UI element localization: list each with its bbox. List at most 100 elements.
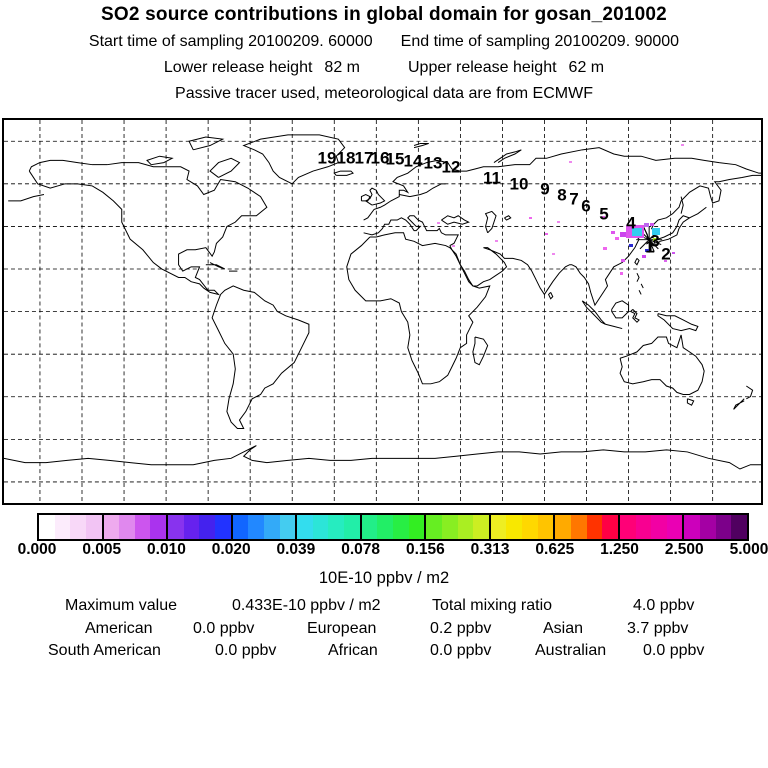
colorbar-cell <box>586 515 603 539</box>
colorbar-cell <box>215 515 231 539</box>
coastline <box>146 155 174 166</box>
trajectory-hour-label: 16 <box>370 148 390 168</box>
colorbar-cell <box>54 515 71 539</box>
plume-cell <box>642 255 646 258</box>
total-mixing-ratio-label: Total mixing ratio <box>432 597 553 614</box>
asian-value: 3.7 ppbv <box>627 620 689 637</box>
plume-cell <box>620 232 626 237</box>
colorbar-tick-label: 0.156 <box>405 541 445 558</box>
sampling-times-line: Start time of sampling 20100209. 60000 En… <box>0 34 768 50</box>
colorbar-cell <box>312 515 329 539</box>
plume-cell <box>552 253 555 255</box>
plume-cell <box>545 233 548 235</box>
coastline <box>363 147 761 221</box>
coastline <box>360 193 371 202</box>
trajectory-hour-label: 15 <box>385 149 405 169</box>
colorbar-segment <box>617 515 683 539</box>
plume-cell <box>603 247 607 250</box>
trajectory-hour-label: 2 <box>661 244 671 264</box>
colorbar-tick-label: 0.000 <box>17 541 57 558</box>
coastline <box>680 196 684 214</box>
colorbar-segment <box>424 515 489 539</box>
plume-cell <box>615 237 619 240</box>
upper-release-label: Upper release height <box>408 59 557 76</box>
colorbar-cell <box>602 515 618 539</box>
coastline <box>605 323 623 330</box>
colorbar-tick-label: 2.500 <box>664 541 704 558</box>
coastline <box>449 174 761 307</box>
colorbar-cell <box>700 515 716 539</box>
plume-cell <box>645 249 649 252</box>
colorbar-cell <box>537 515 554 539</box>
colorbar-cell <box>490 515 507 539</box>
world-map-svg <box>4 120 761 503</box>
colorbar-tick-label: 0.313 <box>470 541 510 558</box>
colorbar-cell <box>297 515 313 539</box>
plume-cell <box>632 228 642 236</box>
trajectory-hour-label: 14 <box>403 151 423 171</box>
coastline <box>4 445 761 470</box>
upper-release-value: 62 m <box>568 59 605 76</box>
colorbar-cell <box>70 515 86 539</box>
colorbar-segment <box>682 515 748 539</box>
coastline <box>504 215 512 221</box>
coastline <box>493 149 522 164</box>
colorbar-cell <box>635 515 652 539</box>
australian-label: Australian <box>535 642 607 659</box>
coastline <box>472 336 489 366</box>
colorbar-tick-label: 0.020 <box>211 541 251 558</box>
lower-release-label: Lower release height <box>163 59 313 76</box>
south-american-value: 0.0 ppbv <box>215 642 277 659</box>
colorbar-segment <box>295 515 360 539</box>
trajectory-hour-label: 13 <box>423 153 443 173</box>
colorbar-cell <box>134 515 151 539</box>
colorbar-tick-label: 0.010 <box>147 541 186 558</box>
trajectory-hour-label: 8 <box>557 185 567 205</box>
plume-cell <box>681 144 684 146</box>
plume-cell <box>652 228 660 235</box>
colorbar-cell <box>426 515 442 539</box>
colorbar-cell <box>666 515 683 539</box>
coastline <box>209 157 241 178</box>
african-label: African <box>328 642 378 659</box>
colorbar-cell <box>85 515 102 539</box>
colorbar-segment <box>488 515 554 539</box>
trajectory-hour-label: 3 <box>650 231 660 251</box>
colorbar-cell <box>555 515 572 539</box>
european-value: 0.2 ppbv <box>430 620 492 637</box>
plume-cell <box>672 252 675 254</box>
coastline <box>640 283 644 289</box>
colorbar-cell <box>344 515 360 539</box>
trajectory-hour-label: 19 <box>317 148 337 168</box>
plume-cell <box>629 244 633 247</box>
coastline <box>188 136 225 151</box>
plume-cell <box>437 222 440 224</box>
colorbar-cell <box>263 515 280 539</box>
coastline <box>629 309 640 323</box>
colorbar-cell <box>715 515 732 539</box>
trajectory-hour-label: 10 <box>509 174 529 194</box>
coastline <box>733 398 745 410</box>
end-time-text: End time of sampling 20100209. 90000 <box>400 33 680 50</box>
tracer-info-line: Passive tracer used, meteorological data… <box>175 85 593 102</box>
colorbar-cell <box>39 515 55 539</box>
trajectory-hour-label: 9 <box>540 179 550 199</box>
trajectory-hour-label: 5 <box>599 204 609 224</box>
lower-release-value: 82 m <box>324 59 360 76</box>
colorbar-cell <box>103 515 120 539</box>
coastline <box>242 134 346 185</box>
european-label: European <box>307 620 377 637</box>
colorbar-cell <box>506 515 523 539</box>
plume-cell <box>602 216 605 219</box>
coastline <box>333 170 354 176</box>
plume-cell <box>495 240 498 242</box>
colorbar-tick-label: 1.250 <box>600 541 639 558</box>
colorbar-segment <box>101 515 167 539</box>
plume-cell <box>452 245 455 247</box>
coastline <box>686 398 695 406</box>
plume-cell <box>664 260 667 262</box>
trajectory-hour-label: 18 <box>336 148 356 168</box>
colorbar-segment <box>359 515 425 539</box>
colorbar-cell <box>361 515 378 539</box>
coastline <box>636 272 640 282</box>
